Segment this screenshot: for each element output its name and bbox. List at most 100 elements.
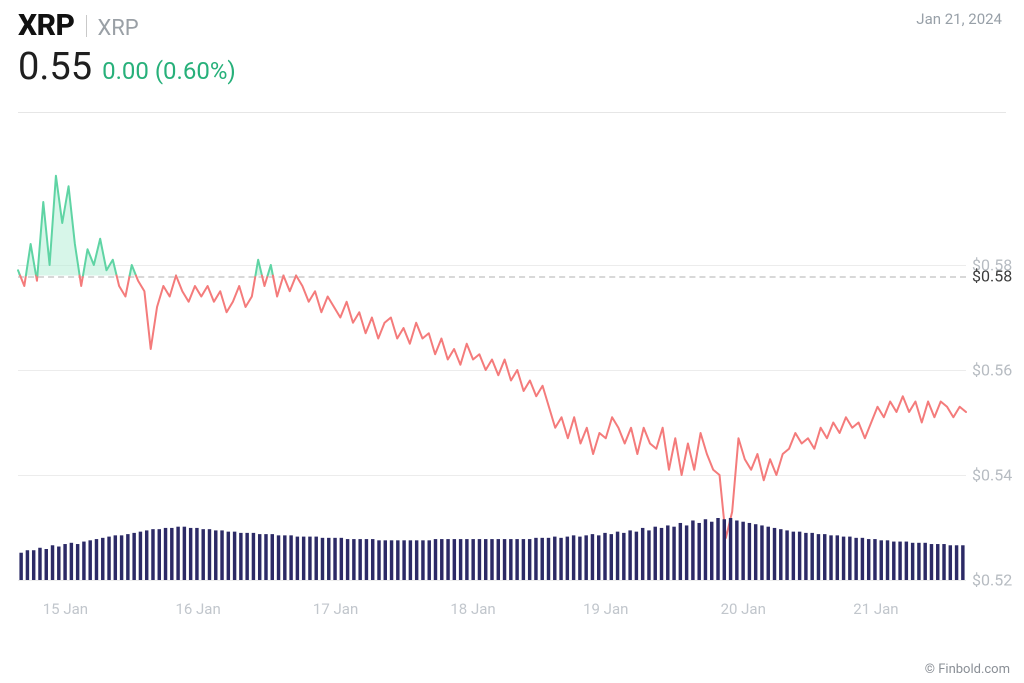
- volume-bar: [434, 539, 437, 580]
- volume-bar: [95, 539, 98, 580]
- volume-bar: [377, 540, 380, 580]
- volume-bar: [854, 538, 857, 580]
- volume-bar: [120, 535, 123, 580]
- volume-bar: [773, 528, 776, 580]
- volume-bar: [804, 533, 807, 580]
- y-axis-label: $0.52: [972, 571, 1024, 590]
- volume-bar: [748, 523, 751, 580]
- price-change-pct: (0.60%): [155, 57, 236, 85]
- x-axis: 15 Jan16 Jan17 Jan18 Jan19 Jan20 Jan21 J…: [18, 600, 966, 624]
- volume-bar: [547, 538, 550, 580]
- copyright: © Finbold.com: [925, 662, 1010, 677]
- volume-bar: [51, 545, 54, 580]
- volume-bar: [409, 540, 412, 580]
- volume-bar: [729, 518, 732, 580]
- volume-bar: [63, 544, 66, 580]
- volume-bar: [189, 528, 192, 580]
- volume-bar: [296, 537, 299, 580]
- volume-bar: [955, 545, 958, 580]
- volume-bar: [628, 530, 631, 580]
- volume-bar: [942, 544, 945, 580]
- volume-bar: [88, 540, 91, 580]
- volume-bar: [735, 520, 738, 580]
- volume-bar: [741, 522, 744, 580]
- volume-bar: [767, 527, 770, 580]
- volume-bar: [402, 540, 405, 580]
- volume-bar: [754, 524, 757, 580]
- volume-bar: [101, 538, 104, 580]
- volume-bar: [817, 534, 820, 580]
- x-axis-label: 16 Jan: [175, 600, 220, 618]
- volume-bar: [540, 538, 543, 580]
- x-axis-label: 17 Jan: [313, 600, 358, 618]
- volume-bar: [308, 537, 311, 580]
- volume-bar: [415, 540, 418, 580]
- date-label: Jan 21, 2024: [916, 10, 1002, 28]
- volume-bar: [716, 518, 719, 580]
- price-change: 0.00 (0.60%): [102, 57, 236, 85]
- price-value: 0.55: [18, 45, 92, 89]
- price-line-below: [283, 276, 296, 292]
- volume-bar: [697, 523, 700, 580]
- volume-bar: [478, 539, 481, 580]
- x-axis-label: 20 Jan: [721, 600, 766, 618]
- volume-bar: [497, 539, 500, 580]
- volume-bar: [603, 533, 606, 580]
- volume-bar: [32, 550, 35, 580]
- volume-bar: [685, 525, 688, 580]
- volume-bar: [264, 534, 267, 580]
- volume-bar: [245, 533, 248, 580]
- volume-bar: [214, 530, 217, 580]
- volume-bar: [346, 539, 349, 580]
- volume-bar: [471, 539, 474, 580]
- volume-bar: [208, 529, 211, 580]
- price-line-below: [273, 276, 284, 297]
- volume-bar: [559, 538, 562, 580]
- volume-bar: [704, 519, 707, 580]
- symbol-main: XRP: [18, 8, 74, 43]
- symbol-sub: XRP: [97, 16, 138, 41]
- volume-bar: [798, 532, 801, 580]
- volume-bar: [691, 520, 694, 580]
- volume-bar: [233, 532, 236, 580]
- volume-bar: [760, 525, 763, 580]
- price-line-below: [80, 276, 83, 287]
- volume-bar: [528, 539, 531, 580]
- volume-bar: [427, 540, 430, 580]
- x-axis-label: 18 Jan: [450, 600, 495, 618]
- volume-bar: [421, 540, 424, 580]
- volume-bar: [867, 539, 870, 580]
- volume-bar: [145, 530, 148, 580]
- volume-bar: [277, 535, 280, 580]
- volume-bar: [164, 528, 167, 580]
- volume-bar: [114, 535, 117, 580]
- volume-bar: [239, 533, 242, 580]
- volume-bar: [710, 522, 713, 580]
- volume-bar: [283, 535, 286, 580]
- volume-bar: [327, 538, 330, 580]
- volume-bars: [18, 518, 966, 580]
- volume-bar: [829, 535, 832, 580]
- volume-bar: [459, 539, 462, 580]
- price-chart[interactable]: $0.52$0.54$0.56$0.58$0.58: [18, 160, 966, 580]
- price-line-below: [136, 276, 176, 350]
- volume-bar: [220, 530, 223, 580]
- volume-bar: [195, 528, 198, 580]
- volume-bar: [578, 537, 581, 580]
- volume-bar: [465, 539, 468, 580]
- volume-bar: [76, 544, 79, 580]
- y-axis-label: $0.56: [972, 361, 1024, 380]
- volume-bar: [440, 539, 443, 580]
- volume-bar: [635, 532, 638, 580]
- volume-bar: [515, 539, 518, 580]
- volume-bar: [139, 532, 142, 580]
- volume-bar: [126, 534, 129, 580]
- volume-bar: [930, 544, 933, 580]
- title-row: XRP XRP: [18, 8, 1006, 43]
- volume-bar: [19, 553, 22, 580]
- price-line-below: [117, 276, 130, 297]
- volume-bar: [170, 528, 173, 580]
- volume-bar: [258, 534, 261, 580]
- volume-bar: [679, 523, 682, 580]
- volume-bar: [961, 545, 964, 580]
